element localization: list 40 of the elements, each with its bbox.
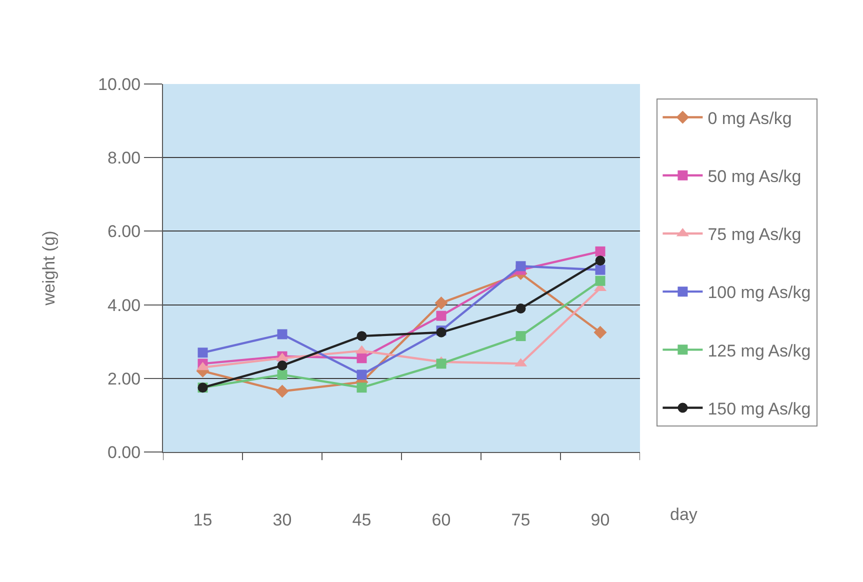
point [356,331,367,342]
legend-label: 100 mg As/kg [708,283,811,302]
point [276,384,289,398]
y-tick-label: 6.00 [108,222,141,242]
point [436,310,446,321]
point [516,303,526,314]
legend-label: 0 mg As/kg [708,108,792,128]
point [595,276,606,286]
y-tick-label: 10.00 [98,74,141,94]
point [594,326,607,339]
y-axis-title: weight (g) [40,230,59,306]
point [356,370,367,380]
x-tick-label: 30 [272,510,292,530]
point [595,256,606,266]
point [516,261,526,272]
legend-label: 75 mg As/kg [708,225,802,244]
y-tick-label: 2.00 [108,369,141,388]
y-tick-label: 0.00 [108,442,141,462]
point [277,360,288,371]
legend-label: 125 mg As/kg [708,341,811,360]
point [595,246,606,256]
point [436,358,446,369]
y-tick-label: 4.00 [108,296,141,315]
point [198,348,208,358]
point [356,382,367,393]
point [356,353,367,364]
y-tick-label: 8.00 [108,148,141,168]
point [434,296,448,310]
legend-label: 50 mg As/kg [708,167,802,186]
x-tick-label: 45 [352,510,372,530]
point [595,264,606,275]
point [516,331,526,342]
x-tick-label: 60 [432,510,451,530]
legend-label: 150 mg As/kg [708,399,811,418]
point [277,329,288,340]
x-tick-label: 15 [193,510,212,530]
point [277,370,288,380]
x-axis-title: day [670,505,698,524]
x-tick-label: 75 [511,510,530,530]
x-tick-label: 90 [590,510,610,530]
